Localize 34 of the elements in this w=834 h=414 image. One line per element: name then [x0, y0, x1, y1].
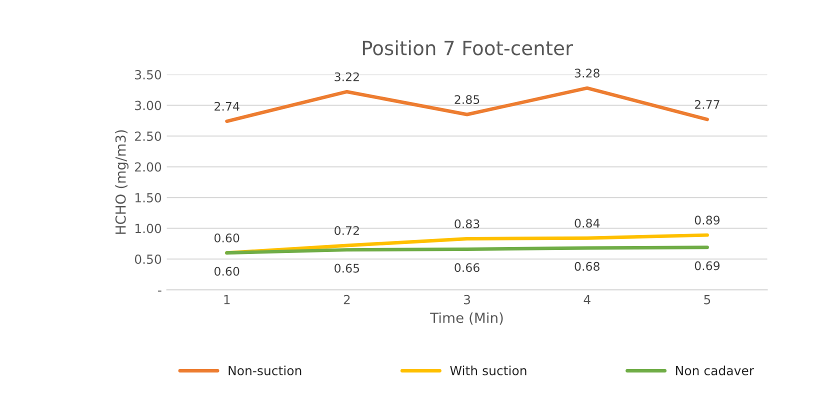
data-label: 0.83: [454, 219, 480, 228]
data-label: 2.77: [694, 100, 720, 109]
data-label: 3.28: [574, 68, 600, 78]
data-label: 0.69: [694, 261, 720, 270]
y-tick-label: -: [158, 290, 162, 292]
y-axis-title: HCHO (mg/m3): [115, 130, 129, 234]
legend-label: Non cadaver: [676, 366, 754, 376]
x-tick-label: 1: [224, 295, 230, 304]
data-label: 0.65: [334, 264, 360, 273]
data-label: 0.72: [334, 226, 359, 236]
data-label: 0.89: [694, 216, 720, 225]
legend-label: Non-suction: [228, 366, 302, 376]
chart-title: Position 7 Foot-center: [363, 40, 573, 56]
x-tick-label: 3: [464, 294, 470, 304]
x-tick-label: 2: [344, 294, 350, 304]
x-axis-title: Time (Min): [430, 312, 503, 325]
y-tick-label: 2.00: [135, 162, 162, 172]
data-label: 0.60: [214, 234, 240, 242]
y-tick-label: 3.00: [135, 100, 162, 110]
y-tick-label: 2.50: [135, 132, 162, 141]
y-tick-label: 0.50: [134, 254, 162, 264]
data-label: 0.66: [454, 263, 480, 272]
x-tick-label: 4: [584, 295, 590, 304]
data-label: 0.68: [574, 262, 600, 271]
y-tick-label: 3.50: [135, 70, 162, 80]
data-label: 0.84: [574, 218, 600, 228]
data-label: 2.74: [214, 102, 240, 111]
data-label: 3.22: [334, 72, 359, 82]
y-tick-label: 1.00: [135, 224, 162, 234]
x-tick-label: 5: [704, 295, 710, 304]
legend-label: With suction: [450, 366, 526, 376]
y-tick-label: 1.50: [135, 193, 162, 202]
data-label: 0.60: [214, 266, 240, 276]
data-label: 2.85: [454, 95, 480, 104]
